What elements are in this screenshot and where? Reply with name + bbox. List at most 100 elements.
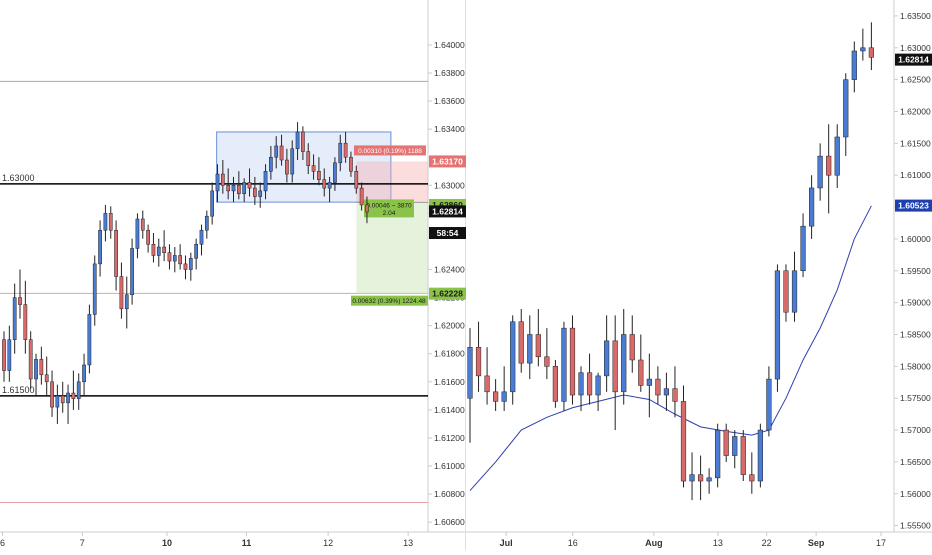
x-tick-label-3: 11: [242, 538, 252, 548]
y-tick-label-7: 1.60000: [900, 234, 931, 244]
candle-body-10: [55, 395, 60, 408]
candle-body-53: [285, 159, 289, 175]
candle-body-10: [552, 366, 558, 402]
candle-body-42: [226, 185, 231, 192]
y-tick-label-12: 1.61200: [434, 433, 465, 443]
candle-body-24: [672, 388, 678, 402]
y-tick-label-8: 1.62000: [434, 321, 465, 331]
candle-body-45: [242, 182, 247, 194]
candle-body-47: [253, 187, 257, 197]
candle-body-64: [343, 142, 348, 158]
candle-body-33: [749, 474, 755, 482]
y-tick-label-15: 1.56000: [900, 489, 931, 499]
candle-body-6: [518, 321, 524, 364]
candle-body-3: [18, 297, 22, 305]
price-badge-label-4: 1.62228: [432, 289, 463, 299]
x-tick-label-2: 10: [162, 538, 172, 548]
price-badge-label-2: 1.62814: [432, 206, 463, 216]
candle-body-33: [178, 255, 182, 265]
candle-body-59: [317, 171, 321, 180]
candle-body-11: [60, 395, 65, 404]
candle-body-56: [301, 131, 305, 152]
price-badge-label-1: 1.60523: [898, 201, 929, 211]
y-tick-label-14: 1.56500: [900, 457, 931, 467]
x-tick-label-5: Sep: [808, 538, 825, 548]
candle-body-44: [236, 185, 241, 194]
price-badge-0: [429, 155, 466, 168]
candle-body-41: [817, 155, 823, 189]
candle-body-17: [92, 263, 97, 315]
y-tick-label-0: 1.63500: [900, 11, 931, 21]
candle-body-11: [561, 327, 567, 402]
candle-body-0: [2, 339, 6, 371]
right-candlestick-chart[interactable]: 1.63500 1.63000 1.62500 1.62000 1.61500 1.610…: [466, 0, 932, 550]
x-tick-label-4: 12: [323, 538, 333, 548]
y-tick-label-15: 1.60600: [434, 517, 465, 527]
candle-body-13: [578, 372, 584, 396]
y-tick-label-9: 1.59000: [900, 298, 931, 308]
candle-body-4: [23, 304, 28, 340]
candle-body-19: [629, 334, 635, 361]
candle-body-21: [646, 378, 652, 386]
candle-body-34: [757, 429, 763, 482]
candle-body-36: [774, 270, 781, 380]
level-label-0: 1.63000: [2, 173, 35, 183]
y-tick-label-4: 1.61500: [900, 138, 931, 148]
moving-average-line: [469, 205, 872, 491]
price-badge-4: [429, 287, 466, 300]
candle-body-23: [124, 294, 129, 310]
candle-body-46: [860, 47, 866, 52]
candle-body-4: [501, 391, 507, 402]
level-label-1: 1.61500: [2, 385, 35, 395]
candle-body-30: [162, 246, 166, 253]
price-badge-2: [429, 205, 466, 218]
x-tick-label-4: 22: [762, 538, 772, 548]
candle-body-31: [732, 436, 738, 456]
candle-body-25: [680, 401, 687, 482]
candle-body-38: [791, 270, 798, 313]
candle-body-47: [868, 47, 874, 58]
target-label-box: [351, 295, 428, 306]
candle-body-26: [689, 474, 695, 482]
y-tick-label-13: 1.61000: [434, 461, 465, 471]
risk-reward-ratio: 2.04: [383, 210, 396, 217]
candle-body-38: [204, 215, 209, 231]
y-tick-label-4: 1.63000: [434, 180, 465, 190]
candle-body-58: [311, 165, 316, 172]
candle-body-5: [510, 321, 516, 393]
candle-body-16: [604, 340, 610, 377]
candle-body-1: [475, 346, 482, 377]
candle-body-29: [715, 429, 721, 479]
candle-body-5: [28, 339, 33, 380]
y-tick-label-14: 1.60800: [434, 489, 465, 499]
candle-body-27: [146, 229, 150, 245]
candle-body-42: [826, 155, 832, 176]
candle-body-60: [322, 179, 327, 189]
candle-body-24: [130, 248, 134, 296]
candle-body-54: [290, 148, 295, 175]
candle-body-25: [135, 218, 140, 249]
candle-body-7: [527, 334, 533, 364]
candle-body-2: [484, 375, 490, 393]
candle-body-20: [108, 213, 113, 231]
candle-body-19: [103, 213, 108, 231]
candle-body-32: [740, 436, 746, 475]
right-chart-panel[interactable]: 1.63500 1.63000 1.62500 1.62000 1.61500 1.610…: [466, 0, 932, 550]
y-tick-label-8: 1.59500: [900, 266, 931, 276]
candle-body-39: [800, 225, 806, 272]
candle-body-13: [71, 392, 76, 399]
price-badge-1: [895, 199, 932, 212]
x-tick-label-6: 17: [876, 538, 886, 548]
candle-body-16: [87, 314, 92, 366]
price-badge-3: [429, 227, 466, 240]
candle-body-15: [595, 375, 601, 396]
y-tick-label-3: 1.62000: [900, 106, 931, 116]
candle-body-18: [98, 229, 102, 265]
candle-body-28: [706, 477, 712, 482]
candle-body-66: [354, 171, 359, 189]
left-chart-panel[interactable]: 0.00310 (0.19%) 1188 0.00046 ~ 3870 2.04 0.…: [0, 0, 466, 550]
candle-body-22: [119, 276, 124, 310]
candle-body-34: [183, 263, 188, 270]
x-tick-label-0: Jul: [500, 538, 513, 548]
